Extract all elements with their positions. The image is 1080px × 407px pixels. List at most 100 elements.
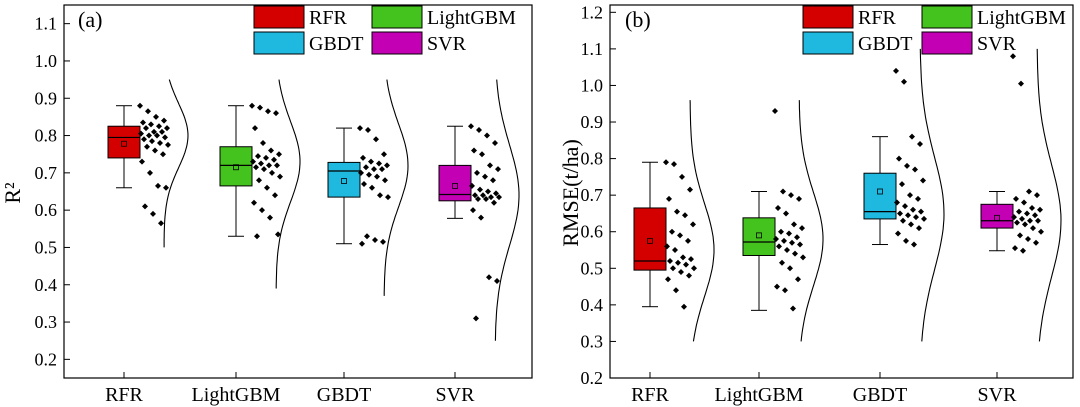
y-tick-label: 1.2 — [581, 2, 604, 22]
data-point — [359, 240, 365, 247]
data-point — [373, 136, 379, 143]
legend-label-svr: SVR — [427, 33, 467, 55]
data-point — [665, 276, 671, 283]
density-curve — [494, 79, 520, 341]
box-group-rfr — [107, 79, 189, 248]
y-tick-label: 0.6 — [581, 222, 604, 242]
data-point — [920, 177, 926, 184]
mean-marker — [452, 183, 458, 189]
data-point — [377, 192, 383, 199]
density-curve — [689, 100, 715, 342]
data-point — [686, 272, 692, 279]
legend: RFR LightGBM GBDT SVR — [253, 5, 516, 55]
density-curve — [383, 79, 409, 296]
legend-label-gbdt: GBDT — [309, 33, 363, 55]
data-point — [482, 173, 488, 180]
data-point — [672, 247, 678, 254]
data-point — [677, 232, 683, 239]
data-point — [376, 160, 382, 167]
data-point — [493, 190, 499, 197]
data-point — [904, 162, 910, 169]
data-point — [138, 130, 144, 137]
data-point — [910, 206, 916, 213]
data-point — [365, 126, 371, 133]
data-point — [361, 181, 367, 188]
data-point — [139, 158, 145, 165]
legend-swatch-lightgbm — [371, 5, 423, 29]
data-point — [795, 276, 801, 283]
data-point — [146, 132, 152, 139]
data-point — [1018, 80, 1024, 87]
data-point — [144, 143, 150, 150]
density-curve — [275, 79, 301, 289]
data-point — [674, 208, 680, 215]
data-point — [918, 208, 924, 215]
box-group-rfr — [633, 100, 715, 342]
y-tick-label: 0.9 — [35, 88, 58, 108]
data-point — [683, 261, 689, 268]
data-point — [796, 195, 802, 202]
data-point — [907, 192, 913, 199]
box-iqr — [219, 146, 253, 187]
plot-frame — [63, 4, 533, 379]
data-point — [382, 177, 388, 184]
data-point — [779, 259, 785, 266]
data-point — [250, 158, 256, 165]
data-point — [799, 225, 805, 232]
data-point — [488, 194, 494, 201]
y-tick-label: 0.3 — [35, 312, 58, 332]
data-point — [901, 78, 907, 85]
data-point — [1030, 225, 1036, 232]
data-point — [1022, 221, 1028, 228]
data-point — [682, 212, 688, 219]
data-point — [1024, 210, 1030, 217]
box-iqr — [107, 125, 141, 159]
data-point — [384, 162, 390, 169]
data-point — [258, 160, 264, 167]
panel-label: (b) — [625, 7, 651, 32]
data-point — [264, 184, 270, 191]
data-point — [158, 220, 164, 227]
data-point — [1038, 228, 1044, 235]
legend-swatch-svr — [921, 31, 973, 55]
legend-swatch-gbdt — [253, 31, 305, 55]
box-group-gbdt — [327, 79, 409, 296]
data-point — [157, 140, 163, 147]
data-point — [1020, 247, 1026, 254]
data-point — [477, 186, 483, 193]
data-point — [476, 126, 482, 133]
legend-swatch-lightgbm — [921, 5, 973, 29]
legend-label-gbdt: GBDT — [858, 33, 912, 55]
y-tick-label: 0.5 — [581, 258, 604, 278]
data-point — [269, 169, 275, 176]
legend-swatch-gbdt — [802, 31, 854, 55]
data-point — [913, 214, 919, 221]
data-point — [369, 184, 375, 191]
box-group-svr — [980, 48, 1062, 342]
data-point — [379, 166, 385, 173]
data-point — [151, 128, 157, 135]
box-iqr — [327, 161, 361, 198]
legend-label-rfr: RFR — [309, 7, 347, 29]
y-tick-label: 1.1 — [581, 39, 604, 59]
data-point — [776, 243, 782, 250]
data-point — [915, 195, 921, 202]
data-point — [360, 154, 366, 161]
data-point — [145, 108, 151, 115]
y-tick-label: 0.2 — [581, 368, 604, 388]
data-point — [1027, 217, 1033, 224]
data-point — [472, 192, 478, 199]
data-point — [164, 125, 170, 132]
data-point — [267, 214, 273, 221]
data-point — [254, 233, 260, 240]
data-point — [271, 156, 277, 163]
data-point — [669, 228, 675, 235]
data-point — [1010, 53, 1016, 60]
data-point — [787, 265, 793, 272]
data-point — [147, 169, 153, 176]
data-point — [794, 234, 800, 241]
data-point — [154, 132, 160, 139]
data-point — [678, 268, 684, 275]
data-point — [495, 166, 501, 173]
data-point — [277, 173, 283, 180]
